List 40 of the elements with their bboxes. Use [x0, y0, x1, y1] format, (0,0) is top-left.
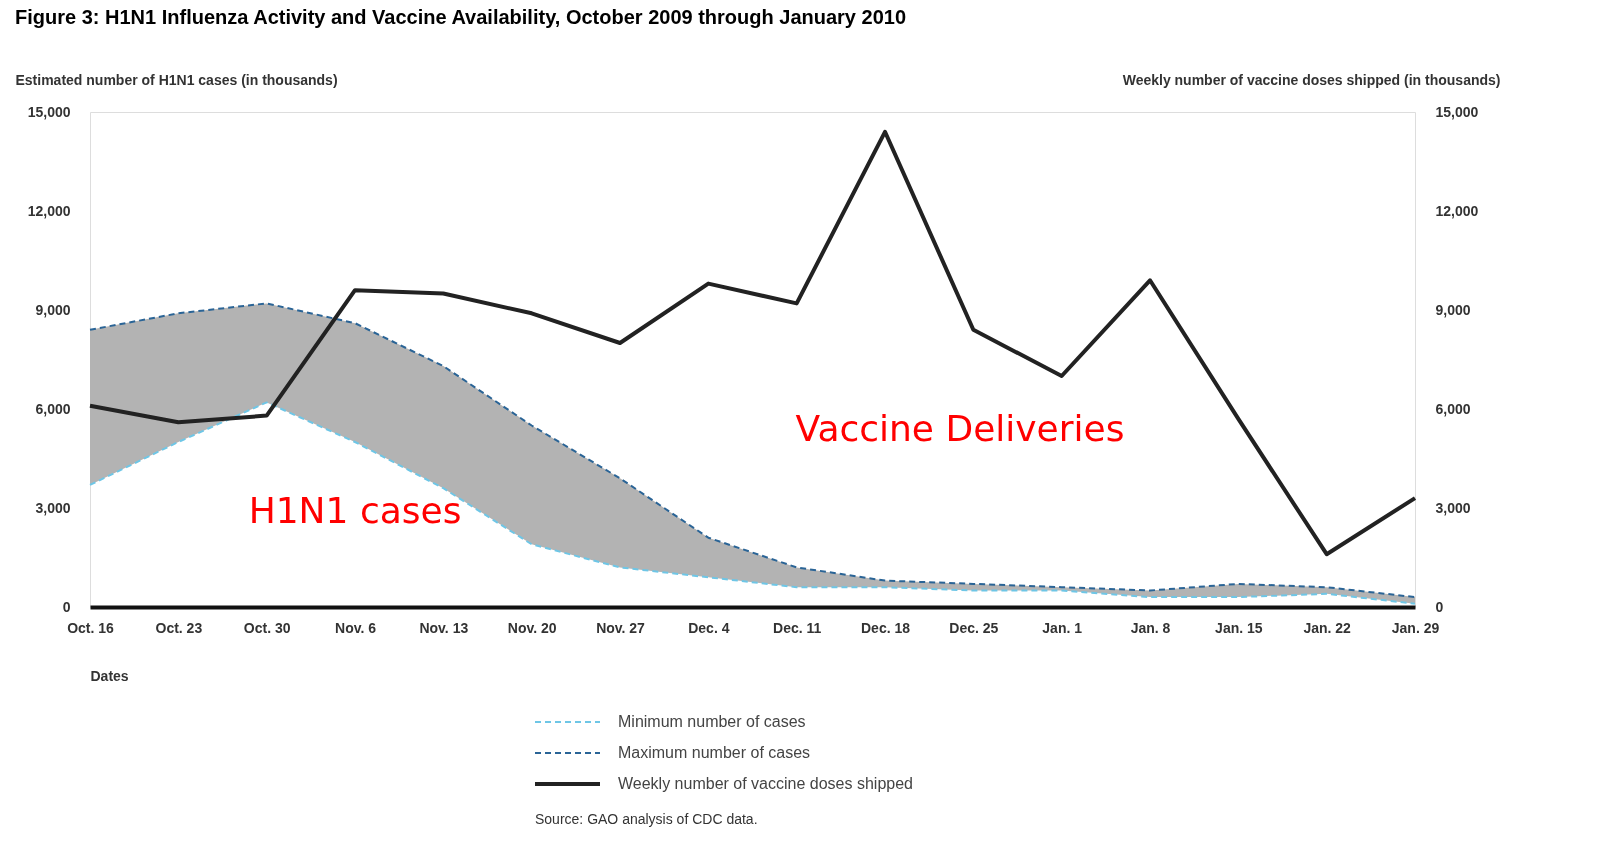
x-tick-label: Nov. 20	[507, 619, 557, 636]
y-axis-title: Estimated number of H1N1 cases (in thousands)	[15, 71, 338, 88]
legend-label: Minimum number of cases	[618, 713, 806, 730]
legend-label: Maximum number of cases	[618, 744, 811, 761]
x-tick-label: Jan. 1	[1042, 619, 1083, 636]
y2-tick-label: 0	[1435, 598, 1444, 615]
x-tick-label: Dec. 4	[688, 619, 730, 636]
legend-label: Weekly number of vaccine doses shipped	[618, 775, 913, 792]
x-tick-label: Oct. 30	[243, 619, 291, 636]
y2-tick-label: 9,000	[1435, 301, 1471, 318]
y2-axis-title: Weekly number of vaccine doses shipped (in thousands)	[1122, 71, 1501, 88]
y2-tick-label: 15,000	[1435, 103, 1479, 120]
x-tick-label: Jan. 29	[1391, 619, 1440, 636]
y-tick-label: 6,000	[35, 400, 71, 417]
y-tick-label: 0	[62, 598, 71, 615]
x-tick-label: Jan. 15	[1215, 619, 1263, 636]
x-tick-label: Nov. 27	[596, 619, 646, 636]
annotation: Vaccine Deliveries	[795, 408, 1125, 449]
chart-title: Figure 3: H1N1 Influenza Activity and Vaccine Availability, October 2009 through January 2010	[15, 6, 907, 28]
x-axis-title: Dates	[90, 667, 129, 684]
x-tick-label: Oct. 23	[155, 619, 203, 636]
y2-tick-label: 3,000	[1435, 499, 1471, 516]
y-tick-label: 3,000	[35, 499, 71, 516]
y2-tick-label: 12,000	[1435, 202, 1479, 219]
x-tick-label: Dec. 25	[949, 619, 999, 636]
x-tick-label: Dec. 18	[860, 619, 911, 636]
line-series	[89, 401, 1416, 605]
y2-tick-label: 6,000	[1435, 400, 1471, 417]
x-tick-label: Jan. 8	[1130, 619, 1171, 636]
source-note: Source: GAO analysis of CDC data.	[535, 811, 758, 827]
y-tick-label: 15,000	[27, 103, 71, 120]
x-tick-label: Dec. 11	[773, 619, 822, 636]
y-tick-label: 9,000	[35, 301, 71, 318]
x-tick-label: Nov. 6	[335, 619, 377, 636]
line-series	[88, 129, 1417, 557]
annotation: H1N1 cases	[248, 490, 462, 531]
x-tick-label: Oct. 16	[67, 619, 115, 636]
y-tick-label: 12,000	[27, 202, 71, 219]
x-tick-label: Jan. 22	[1303, 619, 1352, 636]
x-tick-label: Nov. 13	[419, 619, 469, 636]
